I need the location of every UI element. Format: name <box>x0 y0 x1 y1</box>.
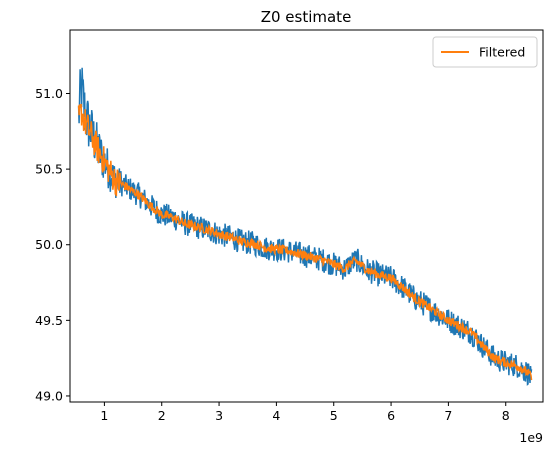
x-tick-label: 6 <box>387 408 395 423</box>
legend-box <box>432 36 538 68</box>
y-axis: 49.0 49.5 50.0 50.5 51.0 <box>35 86 70 403</box>
x-tick-label: 8 <box>502 408 510 423</box>
x-tick-label: 1 <box>100 408 108 423</box>
x-tick-label: 2 <box>158 408 166 423</box>
plot-area <box>69 29 544 403</box>
axes-frame <box>69 29 544 403</box>
x-tick-label: 3 <box>215 408 223 423</box>
filtered-series-line <box>77 103 533 381</box>
x-tick-label: 5 <box>330 408 338 423</box>
y-tick-label: 50.0 <box>35 237 63 252</box>
x-tick-label: 7 <box>444 408 452 423</box>
series-group <box>77 67 533 386</box>
x-axis: 1 2 3 4 5 6 7 8 <box>100 402 510 423</box>
y-tick-label: 51.0 <box>35 86 63 101</box>
legend-label-filtered: Filtered <box>479 45 525 60</box>
legend: Filtered <box>432 36 538 68</box>
y-tick-label: 50.5 <box>35 162 63 177</box>
axes-background <box>70 30 543 402</box>
x-tick-label: 4 <box>272 408 280 423</box>
x-offset-label: 1e9 <box>519 430 543 445</box>
chart-title: Z0 estimate <box>261 8 352 26</box>
y-tick-label: 49.0 <box>35 388 63 403</box>
y-tick-label: 49.5 <box>35 313 63 328</box>
